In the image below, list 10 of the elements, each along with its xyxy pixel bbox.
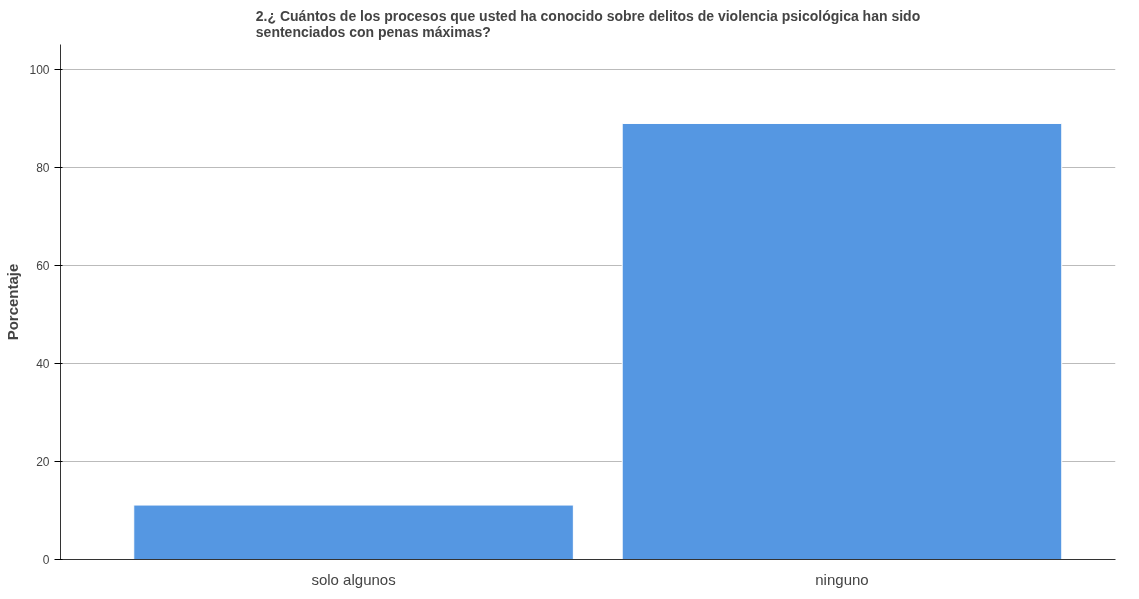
y-tick-label: 0 — [42, 553, 50, 567]
y-tick-label: 60 — [36, 258, 50, 273]
y-tick-label: 20 — [36, 454, 50, 469]
y-axis-title: Porcentaje — [4, 263, 22, 341]
y-tick-label: 100 — [29, 62, 50, 77]
x-tick-label: ninguno — [815, 570, 869, 588]
y-tick-label: 80 — [36, 160, 50, 175]
y-tick-label: 40 — [36, 356, 50, 371]
x-tick-label: solo algunos — [311, 570, 396, 588]
chart-title: 2.¿ Cuántos de los procesos que usted ha conocido sobre delitos de violencia psicológica han sido sentenciados con penas máximas? — [255, 7, 921, 40]
